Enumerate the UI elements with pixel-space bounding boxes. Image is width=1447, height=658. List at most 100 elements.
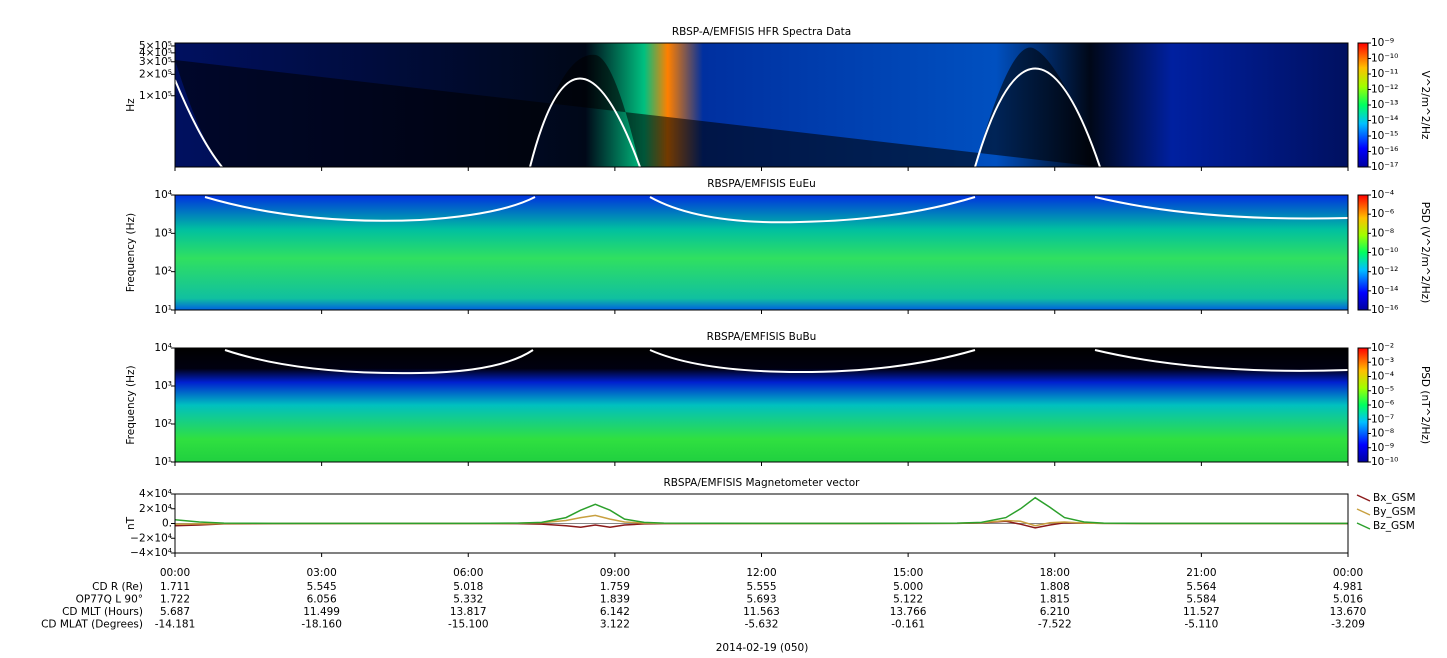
y-tick-label: 3×10⁵ — [139, 56, 172, 68]
colorbar-tick-label: 10⁻¹⁶ — [1371, 146, 1398, 158]
y-tick-label: 2×10⁴ — [139, 503, 172, 515]
ephemeris-value: 1.711 — [160, 581, 190, 593]
ephemeris-label: CD R (Re) — [92, 581, 143, 593]
colorbar-label: PSD (V^2/m^2/Hz) — [1419, 202, 1431, 303]
plasma-frequency-curve — [174, 67, 1101, 168]
x-tick-label: 00:00 — [1333, 567, 1363, 579]
y-tick-label: 5×10⁵ — [139, 40, 172, 52]
ephemeris-value: 5.545 — [307, 581, 337, 593]
legend-swatch — [1356, 522, 1371, 530]
ephemeris-value: -15.100 — [448, 619, 489, 631]
cyclotron-curve — [204, 196, 1349, 224]
colorbar-tick-label: 10⁻⁴ — [1371, 189, 1394, 201]
series-line — [174, 520, 1349, 529]
y-tick-label: 10¹ — [154, 456, 172, 468]
ephemeris-value: -5.632 — [745, 619, 779, 631]
spectrogram-shade — [175, 47, 1100, 167]
x-tick-label: 00:00 — [160, 567, 190, 579]
ephemeris-value: 5.555 — [746, 581, 776, 593]
y-tick-label: 10⁴ — [154, 342, 172, 354]
ephemeris-label: CD MLT (Hours) — [62, 606, 143, 618]
colorbar-tick-label: 10⁻⁹ — [1371, 442, 1394, 454]
colorbar-tick-label: 10⁻¹⁴ — [1371, 285, 1398, 297]
y-tick-label: 10³ — [154, 227, 172, 239]
ephemeris-value: 6.056 — [307, 594, 337, 606]
ephemeris-value: 6.210 — [1040, 606, 1070, 618]
ephemeris-value: 5.000 — [893, 581, 923, 593]
colorbar-label: V^2/m^2/Hz — [1419, 71, 1431, 140]
ephemeris-value: -18.160 — [301, 619, 342, 631]
ephemeris-value: 3.122 — [600, 619, 630, 631]
ephemeris-value: 13.817 — [450, 606, 487, 618]
colorbar-tick-label: 10⁻¹¹ — [1371, 68, 1398, 80]
ephemeris-value: 1.808 — [1040, 581, 1070, 593]
ephemeris-value: -3.209 — [1331, 619, 1365, 631]
series-line — [174, 514, 1348, 527]
colorbar-tick-label: 10⁻¹³ — [1371, 99, 1398, 111]
colorbar-tick-label: 10⁻⁶ — [1371, 399, 1394, 411]
colorbar-tick-label: 10⁻⁴ — [1371, 371, 1394, 383]
date-label: 2014-02-19 (050) — [716, 642, 809, 654]
colorbar — [1357, 42, 1369, 168]
colorbar-tick-label: 10⁻¹⁶ — [1371, 304, 1398, 316]
y-tick-label: 10⁴ — [154, 189, 172, 201]
x-tick-label: 21:00 — [1186, 567, 1216, 579]
x-tick-label: 18:00 — [1040, 567, 1070, 579]
colorbar-tick-label: 10⁻¹² — [1371, 84, 1398, 96]
ephemeris-value: -0.161 — [891, 619, 925, 631]
colorbar-tick-label: 10⁻¹⁷ — [1371, 161, 1398, 173]
legend-swatch — [1356, 494, 1371, 502]
colorbar-tick-label: 10⁻⁸ — [1371, 428, 1394, 440]
y-axis-label: Frequency (Hz) — [125, 365, 137, 444]
y-tick-label: 0. — [162, 518, 172, 530]
y-axis-label: Frequency (Hz) — [125, 213, 137, 292]
colorbar-tick-label: 10⁻¹⁰ — [1371, 53, 1398, 65]
colorbar-tick-label: 10⁻⁹ — [1371, 37, 1394, 49]
colorbar — [1357, 194, 1369, 311]
panel-title: RBSPA/EMFISIS EuEu — [707, 178, 816, 190]
ephemeris-label: CD MLAT (Degrees) — [41, 619, 143, 631]
ephemeris-value: 5.584 — [1186, 594, 1216, 606]
y-tick-label: 4×10⁵ — [139, 47, 172, 59]
colorbar-label: PSD (nT^2/Hz) — [1419, 366, 1431, 444]
ephemeris-value: -7.522 — [1038, 619, 1072, 631]
y-tick-label: 1×10⁵ — [139, 90, 172, 102]
ephemeris-value: 5.687 — [160, 606, 190, 618]
legend-label: Bx_GSM — [1373, 492, 1416, 504]
colorbar-tick-label: 10⁻¹⁰ — [1371, 247, 1398, 259]
spectrogram-image — [175, 348, 1348, 462]
panel-title: RBSP-A/EMFISIS HFR Spectra Data — [672, 26, 851, 38]
colorbar-tick-label: 10⁻² — [1371, 342, 1394, 354]
x-tick-label: 15:00 — [893, 567, 923, 579]
ephemeris-value: 5.564 — [1186, 581, 1216, 593]
colorbar — [1357, 347, 1369, 463]
y-tick-label: 10³ — [154, 380, 172, 392]
y-tick-label: 10² — [154, 418, 172, 430]
colorbar-tick-label: 10⁻⁵ — [1371, 385, 1394, 397]
legend-swatch — [1356, 508, 1371, 516]
y-tick-label: 2×10⁵ — [139, 68, 172, 80]
ephemeris-value: 5.018 — [453, 581, 483, 593]
colorbar-tick-label: 10⁻¹⁵ — [1371, 130, 1398, 142]
ephemeris-value: 11.499 — [303, 606, 340, 618]
ephemeris-value: 1.815 — [1040, 594, 1070, 606]
colorbar-tick-label: 10⁻¹² — [1371, 266, 1398, 278]
cyclotron-curve — [224, 349, 1349, 375]
ephemeris-value: 13.670 — [1330, 606, 1367, 618]
x-tick-label: 03:00 — [306, 567, 336, 579]
ephemeris-value: 1.759 — [600, 581, 630, 593]
y-tick-label: −2×10⁴ — [130, 532, 172, 544]
ephemeris-value: 5.693 — [746, 594, 776, 606]
legend-label: By_GSM — [1373, 506, 1416, 518]
ephemeris-value: -5.110 — [1184, 619, 1218, 631]
ephemeris-value: 4.981 — [1333, 581, 1363, 593]
ephemeris-value: 5.122 — [893, 594, 923, 606]
y-tick-label: 10¹ — [154, 304, 172, 316]
y-axis-label: nT — [125, 516, 137, 530]
ephemeris-label: OP77Q L 90° — [76, 594, 143, 606]
panel-title: RBSPA/EMFISIS BuBu — [707, 331, 817, 343]
ephemeris-value: 1.839 — [600, 594, 630, 606]
spectrogram-image — [175, 195, 1348, 310]
x-tick-label: 09:00 — [600, 567, 630, 579]
